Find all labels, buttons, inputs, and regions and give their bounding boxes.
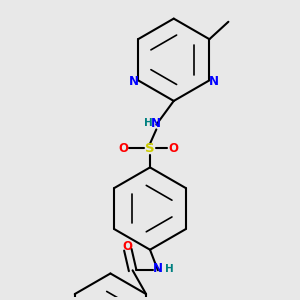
Text: N: N <box>153 262 163 275</box>
Text: O: O <box>168 142 178 155</box>
Text: N: N <box>129 75 139 88</box>
Text: S: S <box>145 142 155 155</box>
Text: O: O <box>123 240 133 253</box>
Text: N: N <box>151 117 161 130</box>
Text: O: O <box>119 142 129 155</box>
Text: N: N <box>208 75 218 88</box>
Text: H: H <box>144 118 152 128</box>
Text: H: H <box>165 264 174 274</box>
